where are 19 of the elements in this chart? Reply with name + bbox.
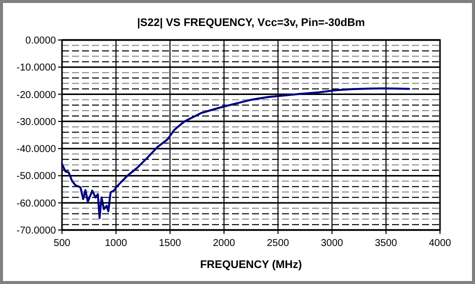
x-tick-label: 4000 bbox=[428, 238, 452, 249]
x-axis-title: FREQUENCY (MHz) bbox=[200, 259, 302, 271]
y-tick-label: -30.0000 bbox=[16, 116, 56, 128]
x-tick-label: 1000 bbox=[104, 238, 128, 249]
y-tick-label: -10.0000 bbox=[16, 62, 56, 74]
x-tick-label: 3000 bbox=[320, 238, 344, 249]
y-tick-label: -60.0000 bbox=[16, 198, 56, 210]
x-tick-label: 2500 bbox=[266, 238, 290, 249]
y-tick-label: -70.0000 bbox=[16, 226, 56, 236]
x-tick-label: 500 bbox=[54, 238, 71, 249]
y-tick-label: -20.0000 bbox=[16, 90, 56, 101]
x-tick-label: 3500 bbox=[374, 238, 398, 249]
line-series bbox=[61, 87, 410, 220]
x-tick-label: 1500 bbox=[158, 238, 182, 249]
y-tick-label: -50.0000 bbox=[16, 171, 56, 182]
y-tick-label: -40.0000 bbox=[16, 144, 56, 156]
chart-title: |S22| VS FREQUENCY, Vcc=3v, Pin=-30dBm bbox=[137, 17, 366, 29]
x-tick-label: 2000 bbox=[212, 238, 236, 249]
y-tick-label: 0.0000 bbox=[25, 36, 56, 46]
